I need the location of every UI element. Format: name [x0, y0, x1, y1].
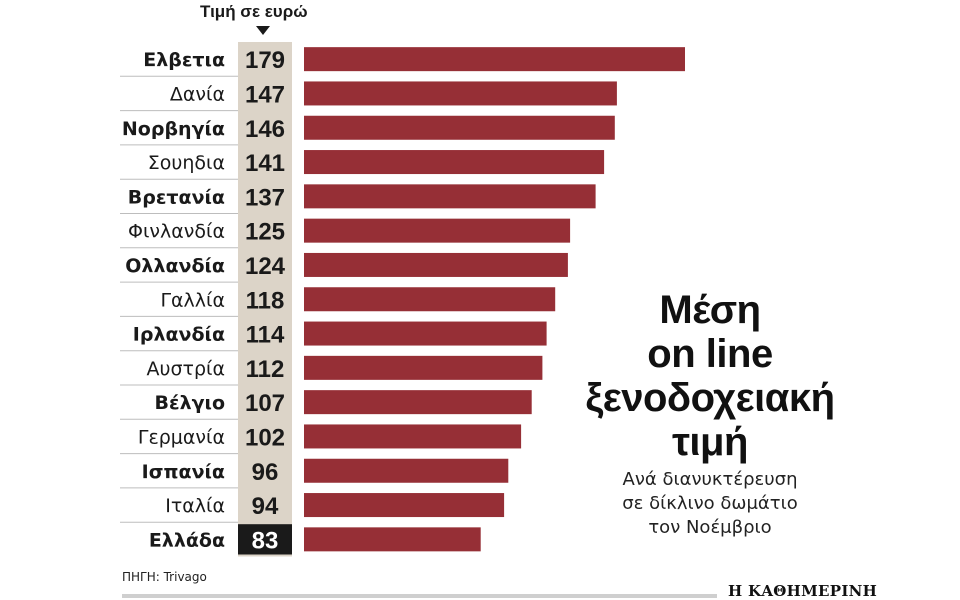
- bar: [304, 527, 481, 552]
- chart-subtitle: Ανά διανυκτέρευση σε δίκλινο δωμάτιο τον…: [622, 469, 798, 538]
- bar: [304, 115, 615, 140]
- bar: [304, 218, 571, 243]
- value-label: 83: [252, 527, 279, 554]
- value-label: 179: [245, 47, 285, 74]
- bar: [304, 321, 547, 346]
- category-label: Ελλάδα: [149, 529, 225, 551]
- highlight-value-background: [238, 524, 292, 555]
- bar: [304, 252, 568, 277]
- publisher-logo: Η ΚΑΘΗΜΕΡΙΝΗ: [728, 582, 878, 600]
- category-label: Γερμανία: [138, 426, 225, 448]
- category-label: Νορβηγία: [122, 118, 225, 140]
- value-label: 124: [245, 253, 286, 280]
- value-label: 96: [252, 459, 279, 486]
- category-label: Δανία: [170, 83, 225, 105]
- value-label: 147: [245, 81, 285, 108]
- bar: [304, 47, 685, 72]
- value-column-header: Τιμή σε ευρώ: [200, 2, 308, 21]
- bar: [304, 424, 522, 449]
- category-label: Αυστρία: [147, 358, 226, 380]
- value-label: 94: [252, 493, 279, 520]
- bar: [304, 493, 505, 518]
- category-label: Βρετανία: [128, 186, 225, 208]
- value-label: 114: [246, 322, 285, 349]
- category-label: Φινλανδία: [128, 221, 225, 243]
- value-column-background: [238, 42, 292, 557]
- category-label: Ιταλία: [165, 495, 225, 517]
- value-label: 102: [245, 424, 285, 451]
- bar: [304, 355, 543, 380]
- bar: [304, 81, 617, 106]
- value-label: 141: [245, 150, 285, 177]
- category-label: Ισπανία: [142, 461, 225, 483]
- title-block: Μέση on line ξενοδοχειακή τιμή Ανά διανυ…: [560, 288, 860, 540]
- bar: [304, 287, 556, 312]
- source-note: ΠΗΓΗ: Trivago: [122, 570, 207, 584]
- category-label: Ιρλανδία: [133, 324, 225, 346]
- value-label: 125: [245, 219, 285, 246]
- category-label: Γαλλία: [160, 289, 225, 311]
- footer-divider: [122, 594, 717, 598]
- bar: [304, 458, 509, 483]
- bar: [304, 390, 532, 415]
- chart-title: Μέση on line ξενοδοχειακή τιμή: [585, 288, 835, 464]
- bar: [304, 184, 596, 209]
- value-label: 112: [246, 356, 285, 383]
- category-label: Βέλγιο: [155, 392, 225, 414]
- value-label: 146: [245, 116, 285, 143]
- category-label: Σουηδια: [148, 152, 225, 174]
- value-label: 118: [246, 287, 285, 314]
- value-label: 137: [245, 184, 285, 211]
- arrow-down-icon: [256, 26, 270, 35]
- value-label: 107: [245, 390, 285, 417]
- bar: [304, 150, 605, 175]
- category-label: Ελβετια: [143, 49, 225, 71]
- category-label: Ολλανδία: [125, 255, 225, 277]
